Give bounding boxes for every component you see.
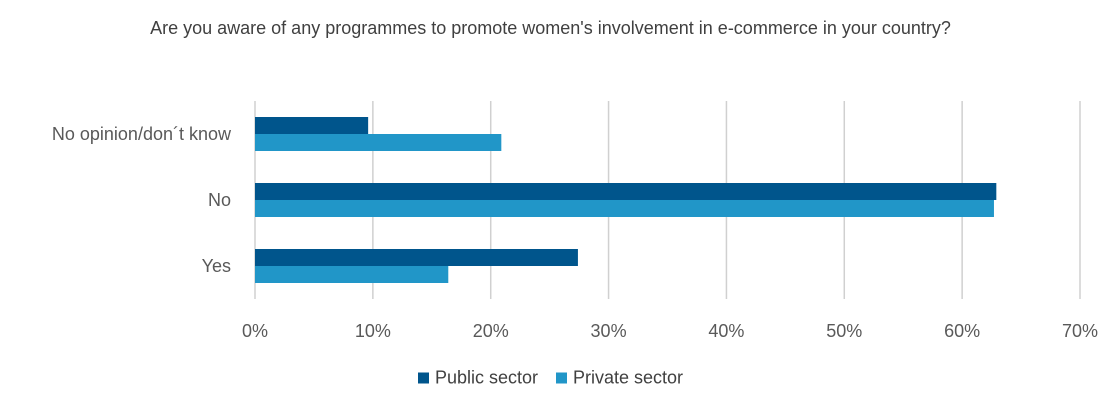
legend-swatch-private bbox=[556, 372, 567, 384]
x-tick-label: 70% bbox=[1062, 321, 1098, 341]
x-axis-ticks: 0% 10% 20% 30% 40% 50% 60% 70% bbox=[242, 321, 1098, 341]
x-tick-label: 50% bbox=[826, 321, 862, 341]
legend-swatch-public bbox=[417, 372, 429, 384]
category-label: Yes bbox=[202, 256, 231, 276]
legend: Public sector Private sector bbox=[0, 368, 1101, 389]
bar-public bbox=[255, 249, 578, 266]
bar-public bbox=[255, 117, 369, 134]
category-label: No opinion/don´t know bbox=[52, 124, 232, 144]
chart-title: Are you aware of any programmes to promo… bbox=[150, 18, 951, 38]
x-tick-label: 0% bbox=[242, 321, 268, 341]
x-tick-label: 40% bbox=[708, 321, 744, 341]
category-label: No bbox=[208, 190, 231, 210]
category-labels: No opinion/don´t know No Yes bbox=[52, 124, 232, 276]
bar-public bbox=[255, 183, 997, 200]
legend-label-private: Private sector bbox=[573, 367, 684, 388]
x-tick-label: 20% bbox=[473, 321, 509, 341]
x-tick-label: 10% bbox=[355, 321, 391, 341]
bar-private bbox=[255, 134, 502, 151]
x-tick-label: 30% bbox=[591, 321, 627, 341]
bars bbox=[255, 117, 997, 283]
legend-item-public: Public sector bbox=[417, 367, 538, 389]
x-tick-label: 60% bbox=[944, 321, 980, 341]
bar-private bbox=[255, 200, 994, 217]
bar-private bbox=[255, 266, 449, 283]
legend-label-public: Public sector bbox=[434, 367, 538, 388]
legend-item-private: Private sector bbox=[556, 368, 683, 389]
